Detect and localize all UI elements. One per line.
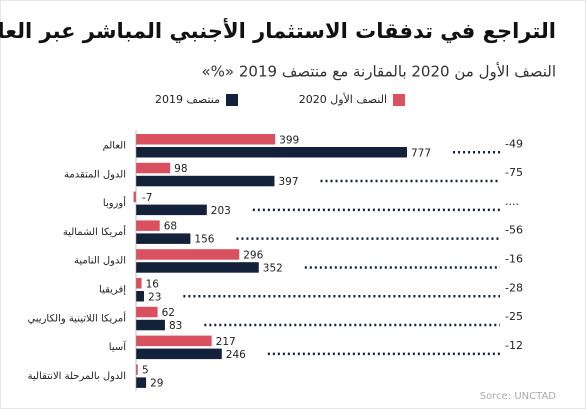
bar bbox=[136, 220, 160, 231]
value-label: 16 bbox=[146, 278, 160, 290]
bar bbox=[136, 306, 158, 318]
legend-label: منتصف 2019 bbox=[155, 93, 220, 106]
bar bbox=[136, 364, 138, 375]
change-label: -16 bbox=[505, 252, 523, 265]
value-label: 777 bbox=[411, 147, 431, 159]
change-label: -49 bbox=[505, 137, 523, 150]
y-tick-label: آسيا bbox=[109, 340, 127, 353]
bar bbox=[136, 278, 142, 289]
value-label: 98 bbox=[174, 163, 187, 175]
legend-label: النصف الأول 2020 bbox=[299, 92, 387, 106]
value-label: 62 bbox=[162, 307, 175, 319]
bar bbox=[136, 377, 147, 388]
value-label: 156 bbox=[194, 234, 214, 246]
source: Sorce: UNCTAD bbox=[480, 391, 557, 402]
bar bbox=[136, 204, 207, 216]
value-label: 296 bbox=[243, 249, 263, 261]
change-label: -75 bbox=[505, 166, 523, 179]
bar bbox=[136, 162, 171, 174]
chart-title: التراجع في تدفقات الاستثمار الأجنبي المب… bbox=[0, 17, 556, 43]
bar bbox=[136, 175, 275, 187]
bar bbox=[136, 147, 407, 158]
value-label: 399 bbox=[279, 134, 299, 146]
bar bbox=[136, 319, 165, 331]
y-tick-label: الدول النامية bbox=[74, 256, 126, 267]
value-label: -7 bbox=[142, 192, 152, 204]
change-label: -12 bbox=[505, 339, 523, 352]
y-tick-label: أمريكا اللاتينية والكاريبي bbox=[27, 311, 126, 324]
value-label: 68 bbox=[164, 221, 177, 233]
change-label: -28 bbox=[505, 281, 523, 294]
value-label: 29 bbox=[150, 378, 163, 390]
y-tick-label: إفريقيا bbox=[99, 285, 126, 296]
legend-swatch bbox=[226, 94, 238, 106]
value-label: 217 bbox=[216, 336, 236, 348]
bar bbox=[136, 134, 276, 145]
change-label: .... bbox=[505, 195, 519, 208]
value-label: 246 bbox=[226, 349, 246, 361]
y-tick-label: العالم bbox=[103, 141, 126, 152]
bar bbox=[136, 262, 259, 273]
legend-swatch bbox=[393, 94, 405, 106]
y-tick-label: أمريكا الشمالية bbox=[63, 225, 126, 238]
bar bbox=[136, 233, 191, 244]
value-label: 83 bbox=[169, 320, 182, 332]
change-label: -56 bbox=[505, 224, 523, 237]
y-tick-label: الدول بالمرحلة الانتقالية bbox=[28, 371, 126, 382]
value-label: 5 bbox=[142, 365, 149, 377]
value-label: 352 bbox=[263, 262, 283, 274]
value-label: 23 bbox=[148, 291, 161, 303]
y-tick-label: الدول المتقدمة bbox=[64, 169, 126, 180]
bar bbox=[136, 348, 222, 360]
bar bbox=[136, 291, 145, 302]
chart-subtitle: النصف الأول من 2020 بالمقارنة مع منتصف 2… bbox=[201, 62, 556, 81]
bar bbox=[133, 191, 136, 203]
change-label: -25 bbox=[505, 310, 523, 323]
bar bbox=[136, 335, 212, 347]
value-label: 397 bbox=[278, 176, 298, 188]
y-tick-label: أوروبا bbox=[103, 196, 126, 209]
bar bbox=[136, 249, 240, 260]
value-label: 203 bbox=[211, 205, 231, 217]
